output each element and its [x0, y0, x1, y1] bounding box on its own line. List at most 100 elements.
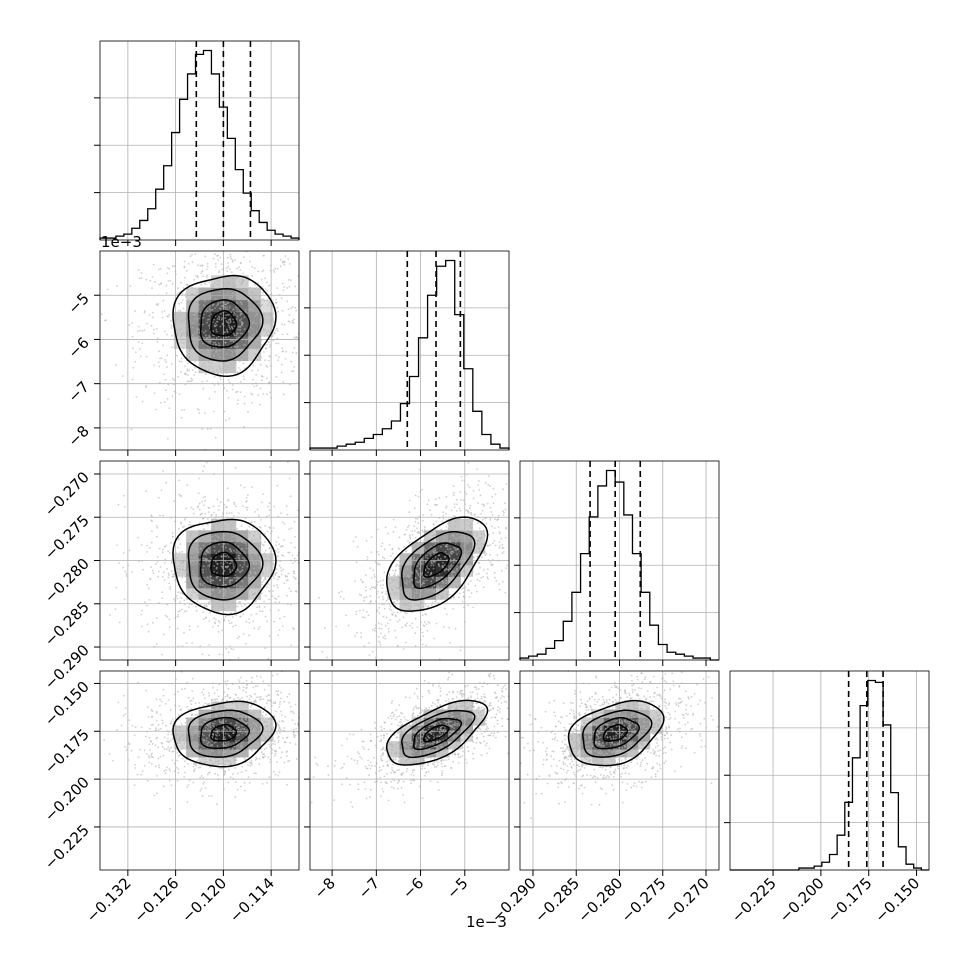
- sample-point: [166, 568, 168, 570]
- sample-point: [486, 725, 488, 728]
- sample-point: [188, 300, 190, 303]
- sample-point: [476, 578, 479, 581]
- sample-point: [276, 737, 279, 739]
- sample-point: [264, 288, 267, 291]
- sample-point: [237, 657, 240, 659]
- sample-point: [267, 505, 270, 508]
- sample-point: [208, 336, 211, 338]
- sample-point: [266, 299, 268, 302]
- sample-point: [214, 737, 217, 740]
- sample-point: [274, 743, 277, 746]
- sample-point: [189, 700, 192, 702]
- sample-point: [380, 632, 382, 635]
- sample-point: [180, 597, 182, 599]
- sample-point: [364, 586, 367, 588]
- sample-point: [253, 561, 255, 563]
- sample-point: [214, 540, 217, 542]
- density-cell: [448, 717, 461, 726]
- sample-point: [294, 306, 297, 309]
- sample-point: [194, 557, 196, 560]
- sample-point: [271, 748, 274, 751]
- density-cell: [223, 701, 237, 710]
- sample-point: [439, 531, 441, 533]
- sample-point: [417, 697, 419, 700]
- sample-point: [160, 282, 163, 285]
- sample-point: [276, 673, 279, 676]
- sample-point: [359, 756, 361, 758]
- sample-point: [215, 552, 218, 555]
- sample-point: [427, 571, 429, 574]
- sample-point: [275, 541, 278, 543]
- sample-point: [479, 741, 481, 744]
- sample-point: [272, 339, 274, 342]
- sample-point: [156, 526, 159, 529]
- sample-point: [458, 518, 461, 520]
- sample-point: [410, 563, 412, 566]
- sample-point: [224, 615, 227, 618]
- sample-point: [191, 642, 194, 644]
- sample-point: [163, 561, 166, 564]
- sample-point: [206, 263, 209, 265]
- sample-point: [229, 305, 231, 308]
- sample-point: [183, 265, 186, 268]
- sample-point: [273, 754, 276, 757]
- sample-point: [235, 756, 238, 759]
- sample-point: [202, 571, 205, 574]
- sample-point: [268, 684, 270, 687]
- sample-point: [455, 723, 458, 725]
- sample-point: [171, 282, 174, 285]
- sample-point: [217, 315, 220, 318]
- sample-point: [198, 323, 201, 326]
- sample-point: [108, 753, 111, 755]
- sample-point: [201, 428, 204, 430]
- sample-point: [402, 554, 404, 557]
- sample-point: [143, 765, 146, 767]
- sample-point: [249, 344, 252, 347]
- sample-point: [213, 754, 215, 756]
- sample-point: [227, 322, 230, 325]
- sample-point: [211, 607, 214, 609]
- sample-point: [355, 536, 357, 538]
- sample-point: [209, 601, 211, 603]
- sample-point: [292, 728, 295, 731]
- sample-point: [293, 366, 296, 368]
- sample-point: [472, 519, 474, 522]
- sample-point: [217, 631, 220, 633]
- sample-point: [244, 585, 247, 588]
- sample-point: [184, 296, 187, 298]
- sample-point: [356, 545, 359, 548]
- sample-point: [423, 547, 426, 550]
- sample-point: [166, 766, 168, 769]
- sample-point: [149, 279, 152, 282]
- sample-point: [395, 709, 398, 712]
- sample-point: [261, 375, 264, 378]
- sample-point: [354, 580, 356, 583]
- sample-point: [292, 321, 295, 324]
- sample-point: [244, 356, 247, 359]
- sample-point: [414, 520, 417, 523]
- sample-point: [192, 326, 194, 329]
- sample-point: [223, 387, 226, 390]
- sample-point: [188, 628, 191, 631]
- sample-point: [223, 525, 226, 528]
- sample-point: [430, 562, 433, 564]
- sample-point: [208, 547, 210, 549]
- sample-point: [378, 612, 381, 614]
- sample-point: [160, 741, 163, 744]
- sample-point: [245, 684, 248, 687]
- sample-point: [244, 758, 247, 761]
- sample-point: [196, 721, 199, 724]
- sample-point: [354, 635, 356, 637]
- density-cell: [615, 725, 628, 734]
- sample-point: [269, 745, 271, 748]
- sample-point: [391, 552, 394, 555]
- sample-point: [183, 276, 186, 279]
- sample-point: [283, 761, 286, 764]
- sample-point: [233, 713, 236, 716]
- sample-point: [498, 541, 501, 543]
- sample-point: [164, 772, 167, 775]
- sample-point: [200, 723, 203, 726]
- sample-point: [251, 486, 253, 488]
- density-cell: [580, 756, 593, 766]
- sample-point: [159, 268, 162, 270]
